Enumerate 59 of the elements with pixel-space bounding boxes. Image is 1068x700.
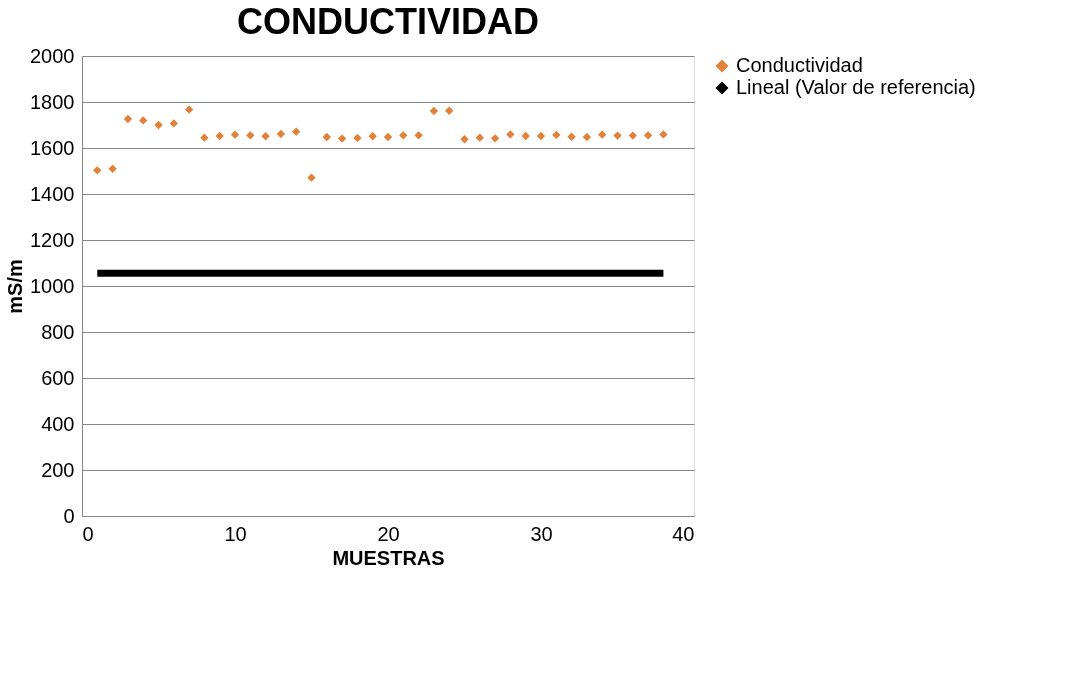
point — [368, 132, 377, 141]
y-tick-label: 200 — [41, 458, 75, 481]
y-tick-label: 1400 — [30, 182, 75, 205]
point — [383, 132, 393, 142]
x-tick-label: 20 — [377, 522, 400, 545]
point — [567, 132, 576, 141]
point — [184, 105, 194, 114]
point — [429, 106, 439, 116]
point — [643, 131, 653, 140]
point — [628, 131, 637, 140]
legend-label: Lineal (Valor de referencia) — [736, 76, 976, 98]
point — [276, 129, 286, 139]
point — [154, 120, 163, 130]
x-tick-label: 10 — [224, 522, 247, 545]
point — [215, 131, 224, 141]
point — [536, 131, 546, 141]
y-tick-label: 1000 — [30, 274, 75, 297]
y-axis-title: mS/m — [4, 259, 27, 314]
x-tick-label: 30 — [530, 522, 553, 545]
y-tick-label: 2000 — [30, 44, 75, 67]
point — [93, 166, 102, 175]
point — [659, 130, 668, 139]
y-tick-label: 800 — [41, 320, 75, 343]
x-tick-label: 40 — [672, 522, 695, 545]
x-tick-label: 0 — [82, 522, 94, 545]
y-tick-label: 1800 — [30, 90, 75, 113]
point — [399, 131, 408, 140]
point — [445, 106, 454, 115]
point — [414, 131, 423, 140]
point — [337, 134, 347, 143]
point — [552, 130, 561, 140]
y-tick-label: 1200 — [30, 228, 75, 251]
point — [521, 131, 530, 141]
point — [613, 131, 622, 140]
point — [169, 119, 178, 128]
point — [460, 135, 469, 144]
y-tick-label: 0 — [63, 504, 75, 527]
y-tick-label: 1600 — [30, 136, 75, 159]
point — [123, 114, 133, 124]
point — [475, 133, 484, 142]
point — [292, 127, 301, 136]
point — [353, 133, 362, 143]
point — [598, 130, 607, 139]
legend-label: Conductividad — [736, 54, 863, 76]
point — [139, 116, 148, 125]
y-tick-label: 400 — [41, 412, 75, 435]
point — [322, 132, 331, 142]
point — [246, 131, 255, 140]
point — [108, 164, 117, 173]
point — [261, 132, 270, 141]
point — [506, 130, 515, 139]
point — [582, 132, 592, 142]
y-tick-label: 600 — [41, 366, 75, 389]
point — [230, 130, 240, 139]
point — [490, 134, 500, 143]
point — [200, 133, 209, 142]
chart-title: CONDUCTIVIDAD — [237, 1, 539, 42]
point — [307, 173, 316, 182]
x-axis-title: MUESTRAS — [332, 546, 445, 569]
